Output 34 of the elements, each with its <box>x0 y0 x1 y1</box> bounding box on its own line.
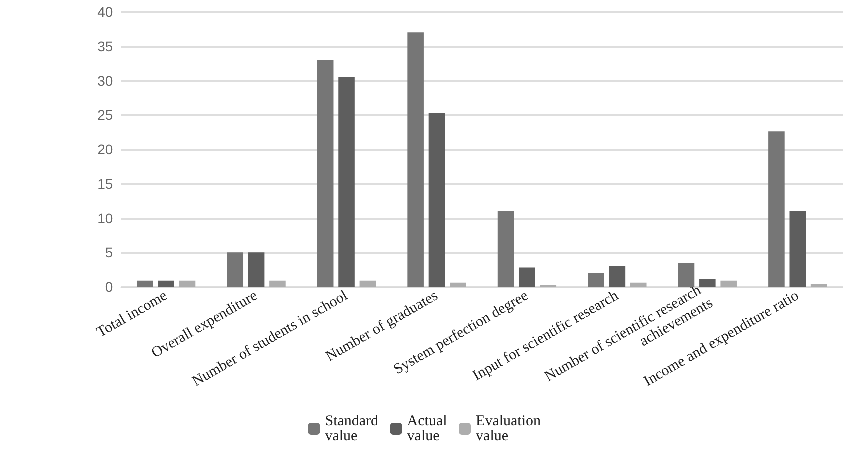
y-tick-label: 5 <box>105 244 114 261</box>
bar <box>700 279 716 287</box>
bar <box>248 252 265 287</box>
y-tick-label: 15 <box>98 176 114 192</box>
legend-label: Evaluation value <box>476 414 545 444</box>
bar <box>768 132 785 287</box>
bar <box>360 280 376 287</box>
y-tick-label: 30 <box>98 72 114 89</box>
y-tick-label: 0 <box>105 279 114 295</box>
bar <box>338 77 355 287</box>
bar <box>450 282 466 287</box>
bar <box>630 282 647 287</box>
bar <box>720 280 737 287</box>
y-tick-label: 10 <box>98 210 114 226</box>
y-tick-label: 40 <box>98 4 114 20</box>
legend-label: Standard value <box>325 414 382 444</box>
y-tick-label: 25 <box>98 107 114 124</box>
bar <box>179 280 196 287</box>
bar <box>158 280 174 287</box>
bar <box>790 211 806 287</box>
y-tick-label: 35 <box>98 38 114 54</box>
y-tick-label: 20 <box>98 142 114 158</box>
bar <box>270 280 286 287</box>
bar <box>609 266 626 287</box>
bar <box>519 268 536 287</box>
bar <box>408 32 424 287</box>
bar <box>227 252 244 287</box>
bar <box>588 273 604 287</box>
bar <box>136 280 154 287</box>
legend-label: Actual value <box>407 414 452 444</box>
bar <box>498 211 514 287</box>
bar <box>428 113 446 287</box>
bar <box>678 262 695 287</box>
bar <box>317 60 334 287</box>
